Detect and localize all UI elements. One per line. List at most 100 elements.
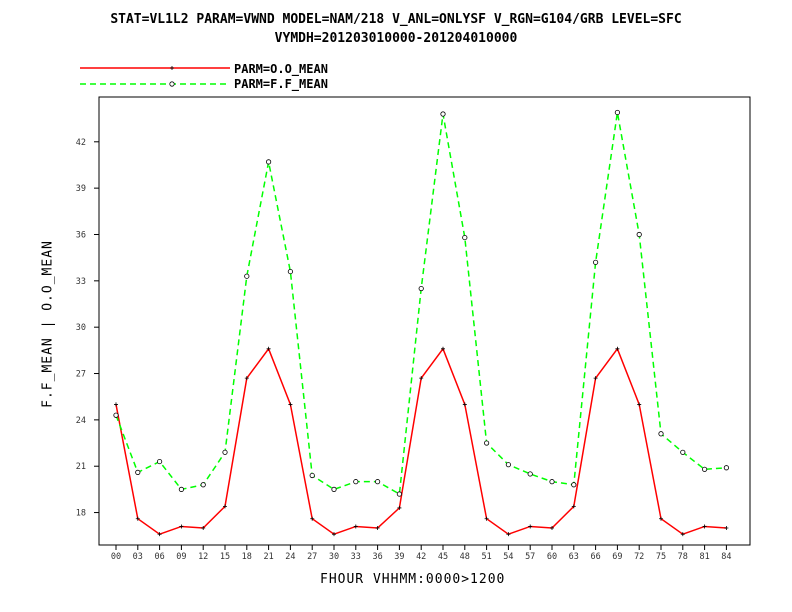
data-point-0	[724, 526, 729, 531]
data-point-1	[113, 412, 119, 418]
y-tick-label: 21	[76, 462, 86, 472]
legend-marker-0	[170, 66, 174, 70]
data-point-0	[375, 526, 380, 531]
x-tick-label: 15	[220, 552, 230, 562]
x-tick-label: 33	[351, 552, 361, 562]
data-point-0	[484, 516, 489, 521]
x-tick-label: 54	[503, 552, 513, 562]
x-tick-label: 30	[329, 552, 339, 562]
data-point-0	[615, 346, 620, 351]
legend-marker-1	[169, 81, 175, 87]
data-point-1	[222, 449, 228, 455]
x-tick-label: 18	[242, 552, 252, 562]
chart-subtitle: VYMDH=201203010000-201204010000	[274, 31, 518, 46]
y-tick-label: 36	[76, 230, 86, 240]
x-tick-label: 60	[547, 552, 557, 562]
x-tick-label: 75	[656, 552, 666, 562]
data-point-0	[397, 505, 402, 510]
data-point-1	[701, 466, 708, 472]
x-tick-label: 63	[569, 552, 579, 562]
data-point-0	[179, 524, 184, 529]
data-point-1	[571, 482, 577, 488]
legend-label-obs: PARM=O.O_MEAN	[234, 62, 328, 76]
data-point-0	[266, 346, 271, 351]
data-point-0	[419, 376, 424, 381]
x-tick-label: 81	[699, 552, 709, 562]
data-point-0	[593, 376, 598, 381]
data-point-1	[374, 479, 381, 485]
y-tick-label: 39	[76, 184, 86, 194]
y-axis-title: F.F_MEAN | O.O_MEAN	[40, 240, 56, 408]
y-tick-label: 27	[76, 370, 86, 380]
plot-frame	[98, 96, 751, 546]
data-point-1	[287, 268, 293, 275]
x-tick-label: 57	[525, 552, 535, 562]
x-tick-label: 48	[460, 552, 470, 562]
series-layer	[113, 109, 730, 537]
data-point-1	[505, 462, 511, 468]
data-point-0	[288, 402, 293, 407]
legend-lines	[80, 66, 230, 87]
data-point-0	[506, 532, 511, 537]
y-tick-label: 18	[76, 509, 86, 519]
x-tick-label: 12	[198, 552, 208, 562]
data-point-0	[332, 532, 336, 537]
data-point-1	[157, 458, 163, 465]
chart-title: STAT=VL1L2 PARAM=VWND MODEL=NAM/218 V_AN…	[110, 12, 682, 27]
data-point-0	[353, 524, 358, 529]
data-point-1	[723, 465, 730, 471]
x-tick-label: 09	[176, 552, 186, 562]
data-point-0	[441, 346, 445, 351]
x-tick-label: 39	[394, 552, 404, 562]
data-point-1	[527, 471, 533, 477]
x-tick-label: 45	[438, 552, 448, 562]
x-tick-label: 03	[133, 552, 143, 562]
y-tick-label: 30	[76, 323, 86, 333]
x-axis-title: FHOUR VHHMM:0000>1200	[320, 572, 506, 587]
data-point-1	[331, 486, 337, 492]
x-tick-label: 42	[416, 552, 426, 562]
data-point-1	[200, 482, 206, 488]
data-point-0	[637, 402, 642, 407]
series-line-1	[115, 112, 727, 496]
y-tick-label: 42	[76, 138, 86, 148]
y-axis: 18 21 24 27 30 33 36 39 42	[76, 138, 99, 519]
data-point-0	[201, 526, 206, 531]
legend-label-fcst: PARM=F.F_MEAN	[234, 77, 328, 91]
data-point-1	[658, 431, 664, 437]
data-point-1	[636, 231, 642, 238]
x-axis: 00 03 06 09 12 15 18 21 24 27 30 33 36 39 42 45 48 51 54 57…	[111, 545, 732, 562]
y-tick-label: 33	[76, 277, 86, 287]
x-tick-label: 06	[154, 552, 164, 562]
x-tick-label: 66	[590, 552, 600, 562]
x-tick-label: 84	[721, 552, 731, 562]
data-point-1	[309, 472, 315, 479]
data-point-1	[135, 469, 141, 475]
data-point-0	[528, 524, 533, 529]
data-point-0	[244, 376, 249, 381]
data-point-0	[702, 524, 707, 529]
x-tick-label: 78	[678, 552, 688, 562]
data-point-1	[680, 449, 686, 455]
data-point-1	[178, 486, 184, 492]
data-point-1	[396, 491, 402, 497]
data-point-1	[418, 285, 424, 292]
data-point-1	[592, 259, 599, 265]
data-point-1	[614, 109, 621, 116]
data-point-1	[265, 159, 272, 165]
data-point-1	[440, 111, 446, 117]
data-point-1	[462, 234, 468, 241]
data-point-0	[571, 504, 576, 509]
data-point-0	[680, 532, 685, 537]
x-tick-label: 27	[307, 552, 317, 562]
data-point-0	[659, 516, 663, 521]
data-point-0	[310, 516, 315, 521]
data-point-0	[157, 532, 162, 537]
data-point-1	[353, 479, 359, 485]
data-point-1	[244, 273, 250, 279]
data-point-0	[550, 526, 554, 531]
data-point-1	[549, 479, 555, 485]
x-tick-label: 00	[111, 552, 121, 562]
data-point-1	[483, 440, 490, 446]
